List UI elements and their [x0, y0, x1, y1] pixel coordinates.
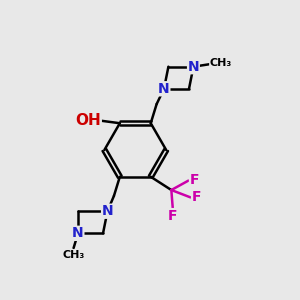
- Text: F: F: [168, 208, 178, 223]
- Text: CH₃: CH₃: [62, 250, 85, 260]
- Text: F: F: [190, 173, 199, 187]
- Text: F: F: [192, 190, 201, 204]
- Text: N: N: [102, 204, 113, 218]
- Text: N: N: [188, 60, 199, 74]
- Text: N: N: [72, 226, 84, 240]
- Text: N: N: [158, 82, 170, 96]
- Text: OH: OH: [75, 113, 101, 128]
- Text: CH₃: CH₃: [210, 58, 232, 68]
